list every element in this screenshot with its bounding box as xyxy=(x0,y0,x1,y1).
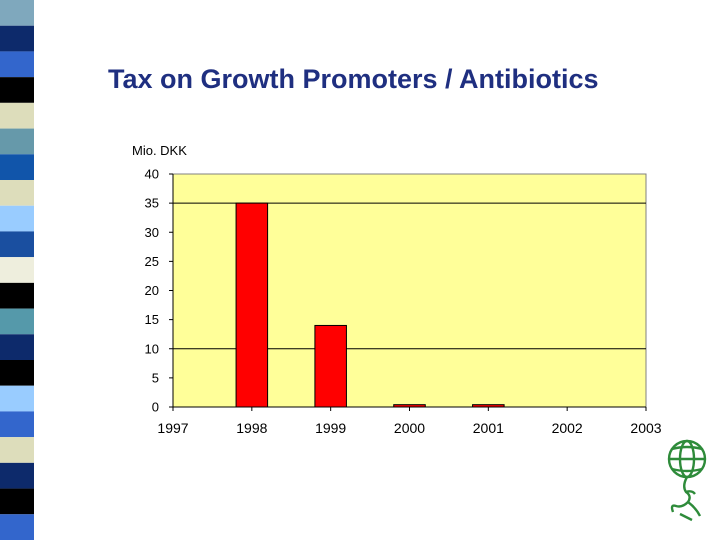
y-axis-label: Mio. DKK xyxy=(132,143,187,158)
stripe-block xyxy=(0,334,34,360)
y-tick-label: 15 xyxy=(145,312,159,327)
bar-1999 xyxy=(314,324,347,408)
stripe-block xyxy=(0,231,34,258)
stripe-block xyxy=(0,488,34,515)
stripe-block xyxy=(0,437,34,463)
stripe-block xyxy=(0,25,34,52)
globe-parallels xyxy=(671,445,703,473)
x-tick-label: 1998 xyxy=(236,420,267,436)
x-tick-label: 1999 xyxy=(315,420,346,436)
y-tick-label: 20 xyxy=(145,283,159,298)
decorative-stripe xyxy=(0,0,34,540)
slide-title: Tax on Growth Promoters / Antibiotics xyxy=(108,64,599,94)
stripe-block xyxy=(0,205,34,232)
stripe-block xyxy=(0,411,34,438)
y-tick-label: 0 xyxy=(152,400,159,415)
globe-figure-icon xyxy=(667,439,707,522)
bar-2001 xyxy=(472,404,505,408)
x-tick-label: 2000 xyxy=(394,420,425,436)
y-tick-label: 10 xyxy=(145,341,159,356)
stripe-block xyxy=(0,514,34,540)
stripe-block xyxy=(0,462,34,489)
x-tick-label: 2002 xyxy=(552,420,583,436)
stripe-block xyxy=(0,257,34,283)
y-tick-label: 35 xyxy=(145,196,159,211)
stripe-block xyxy=(0,360,34,386)
x-tick-label: 1997 xyxy=(157,420,188,436)
y-tick-label: 30 xyxy=(145,225,159,240)
x-tick-label: 2003 xyxy=(630,420,661,436)
stripe-block xyxy=(0,308,34,335)
stripe-block xyxy=(0,51,34,78)
stripe-block xyxy=(0,282,34,309)
stripe-block xyxy=(0,102,34,129)
stripe-block xyxy=(0,154,34,180)
figure-outline xyxy=(670,476,702,522)
stripe-block xyxy=(0,77,34,103)
chart-body: 40 35 30 25 20 15 10 5 0 1997 1998 1999 2000 2001 2002… xyxy=(145,167,662,437)
bar-1998 xyxy=(235,202,269,408)
y-tick-label: 25 xyxy=(145,254,159,269)
stripe-block xyxy=(0,385,34,412)
y-tick-label: 40 xyxy=(145,167,159,182)
bar-2000 xyxy=(393,404,426,408)
stripe-block xyxy=(0,180,34,206)
stripe-block xyxy=(0,0,34,26)
y-tick-label: 5 xyxy=(152,370,159,385)
stripe-block xyxy=(0,128,34,155)
bar-chart: Mio. DKK 40 35 30 25 20 15 10 5 0 1997 1998 1999 200… xyxy=(132,143,662,437)
x-tick-label: 2001 xyxy=(473,420,504,436)
